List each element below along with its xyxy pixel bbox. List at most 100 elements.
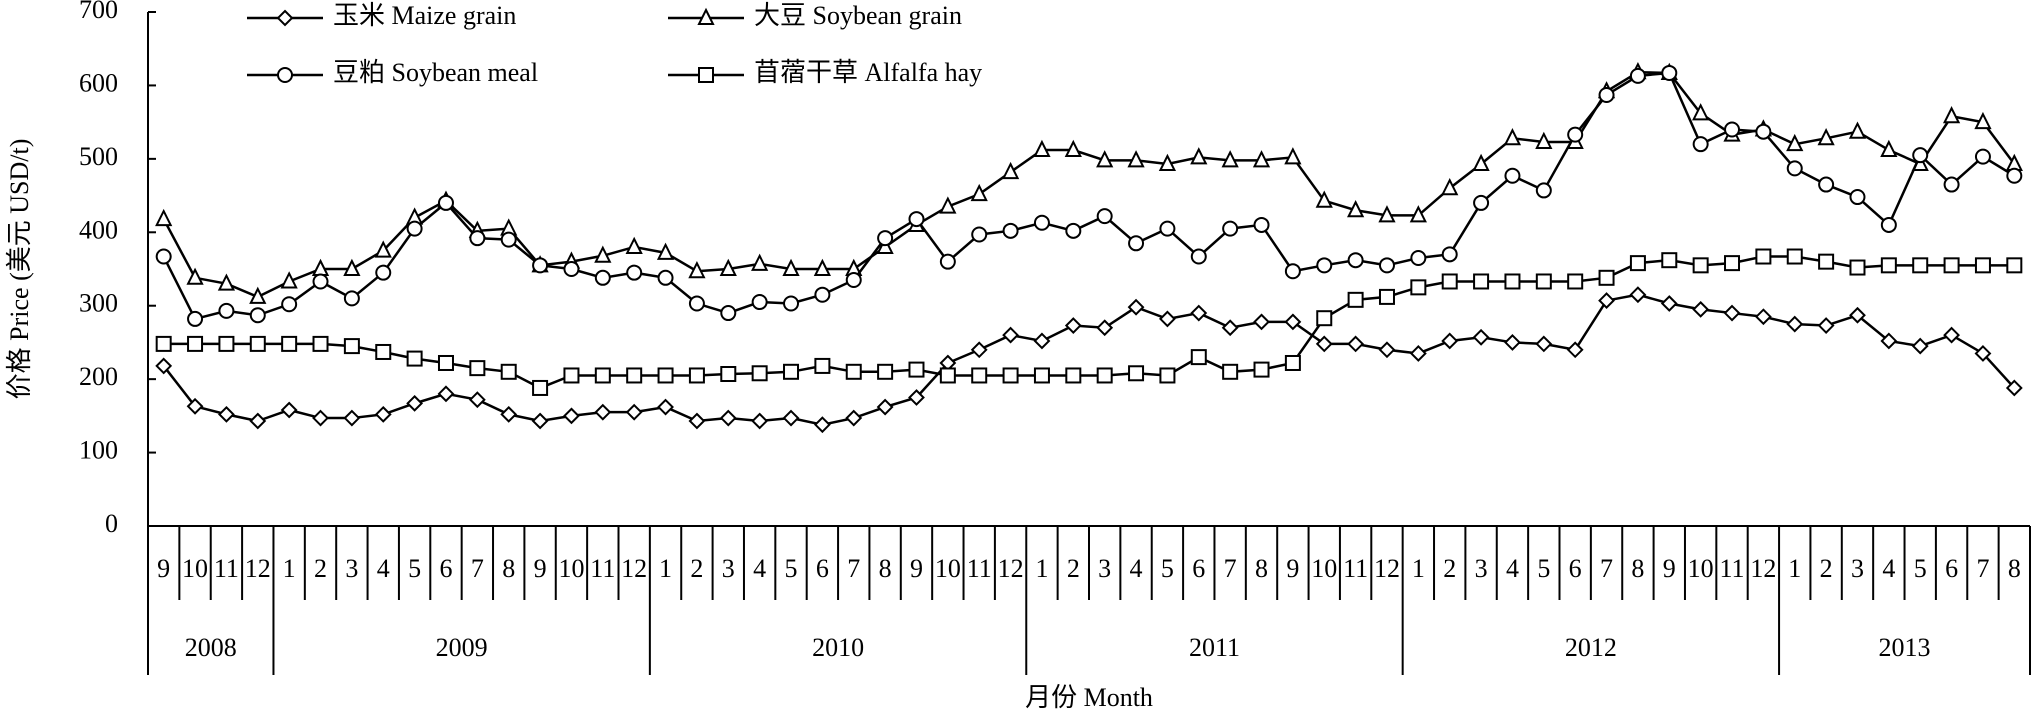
point <box>1096 367 1113 384</box>
point <box>971 226 988 243</box>
point <box>1159 367 1176 384</box>
x-tick-label: 12 <box>998 554 1024 583</box>
x-tick-label: 8 <box>1631 554 1644 583</box>
point <box>1252 150 1271 168</box>
point <box>1221 150 1239 168</box>
x-tick-label: 11 <box>214 554 239 583</box>
point <box>939 367 956 384</box>
legend-item: 豆粕 Soybean meal <box>247 58 538 87</box>
point <box>1316 257 1333 274</box>
x-tick-label: 5 <box>1914 554 1927 583</box>
x-tick-label: 3 <box>345 554 358 583</box>
point <box>249 335 266 352</box>
x-tick-label: 1 <box>1035 554 1048 583</box>
point <box>1222 363 1239 380</box>
point <box>720 305 737 322</box>
point <box>1065 222 1082 239</box>
point <box>751 412 769 430</box>
point <box>1880 332 1898 350</box>
point <box>657 398 674 416</box>
x-tick-label: 11 <box>590 554 615 583</box>
point <box>1315 335 1333 353</box>
point <box>1849 306 1866 324</box>
point <box>1786 248 1803 265</box>
point <box>1786 315 1804 333</box>
point <box>1786 133 1804 152</box>
series-line <box>162 71 2015 321</box>
point <box>343 409 361 427</box>
point <box>343 290 360 307</box>
point <box>1755 248 1772 265</box>
point <box>406 350 423 367</box>
x-tick-label: 12 <box>621 554 647 583</box>
point <box>751 253 769 271</box>
point <box>876 398 894 416</box>
point <box>1880 216 1897 233</box>
legend-item: 苜蓿干草 Alfalfa hay <box>668 58 982 87</box>
legend-item: 玉米 Maize grain <box>247 1 516 30</box>
point <box>1284 263 1301 280</box>
point <box>783 363 800 380</box>
year-label: 2013 <box>1879 633 1931 662</box>
point <box>1096 208 1113 225</box>
point <box>908 361 925 378</box>
point <box>187 335 204 352</box>
point <box>218 405 235 423</box>
point <box>939 253 956 270</box>
point <box>1942 106 1961 124</box>
x-tick-label: 11 <box>1719 554 1744 583</box>
point <box>155 208 173 227</box>
point <box>720 366 737 383</box>
point <box>1409 205 1427 223</box>
point <box>1065 367 1082 384</box>
x-tick-label: 5 <box>1161 554 1174 583</box>
y-tick-label: 0 <box>105 509 118 538</box>
legend-item: 大豆 Soybean grain <box>668 1 962 30</box>
x-tick-label: 2 <box>1443 554 1456 583</box>
x-tick-label: 4 <box>1882 554 1895 583</box>
point <box>1096 150 1114 168</box>
point <box>1316 310 1333 327</box>
point <box>688 295 705 312</box>
point <box>1723 304 1741 322</box>
x-tick-label: 8 <box>879 554 892 583</box>
legend-marker <box>697 7 715 25</box>
point <box>563 261 580 277</box>
point <box>1535 273 1552 290</box>
x-tick-label: 10 <box>558 554 584 583</box>
point <box>186 397 204 415</box>
point <box>249 286 267 304</box>
x-tick-label: 10 <box>1688 554 1714 583</box>
point <box>751 365 768 382</box>
x-tick-label: 8 <box>502 554 515 583</box>
x-tick-label: 6 <box>816 554 829 583</box>
point <box>594 269 611 286</box>
point <box>375 343 392 360</box>
point <box>500 231 517 248</box>
point <box>343 258 361 276</box>
point <box>1629 286 1647 304</box>
year-label: 2011 <box>1189 633 1240 662</box>
legend-label: 苜蓿干草 Alfalfa hay <box>754 58 982 87</box>
point <box>218 302 235 319</box>
x-tick-label: 6 <box>1569 554 1582 583</box>
point <box>1222 220 1239 237</box>
point <box>1880 139 1898 158</box>
point <box>1755 123 1772 140</box>
point <box>1598 269 1615 286</box>
point <box>1629 67 1646 84</box>
point <box>280 271 298 289</box>
point <box>594 403 612 421</box>
point <box>281 296 298 313</box>
x-tick-label: 5 <box>408 554 421 583</box>
x-tick-label: 7 <box>847 554 860 583</box>
point <box>1002 367 1019 384</box>
x-tick-label: 7 <box>1600 554 1613 583</box>
x-tick-label: 11 <box>967 554 992 583</box>
point <box>594 367 611 384</box>
x-tick-label: 10 <box>935 554 961 583</box>
x-tick-label: 3 <box>1098 554 1111 583</box>
point <box>1661 64 1678 81</box>
point <box>281 335 298 352</box>
point <box>1127 298 1145 316</box>
